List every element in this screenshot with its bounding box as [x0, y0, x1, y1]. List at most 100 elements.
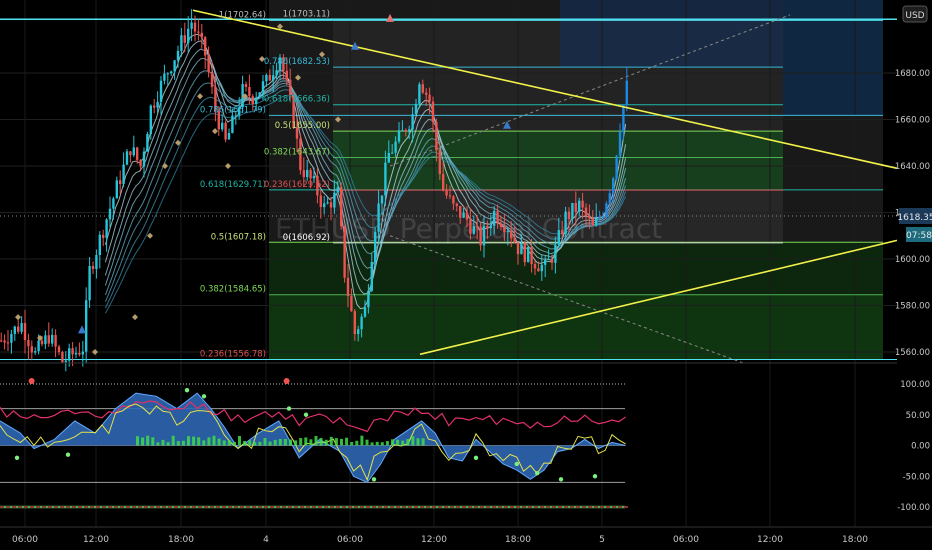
candle-body — [404, 130, 407, 132]
osc-dot — [592, 474, 598, 479]
histogram-bar — [329, 436, 333, 446]
osc-bottom-tick — [186, 506, 190, 508]
candle-body — [523, 243, 526, 263]
sell-arrow-marker — [386, 13, 394, 22]
buy-arrow-marker — [78, 325, 86, 334]
candle-body — [312, 176, 316, 179]
osc-bottom-tick — [516, 506, 520, 508]
candle-body — [462, 212, 465, 218]
candle-body — [527, 246, 530, 263]
candle-body — [54, 334, 57, 347]
histogram-bar — [380, 442, 384, 446]
candle-body — [30, 346, 33, 353]
ema-line — [104, 95, 627, 314]
ema-line — [104, 70, 627, 296]
candle-body — [537, 268, 540, 272]
osc-dot — [65, 452, 71, 457]
candle-body — [561, 230, 564, 235]
candle-body — [547, 259, 550, 261]
candle-body — [431, 101, 435, 123]
price-axis[interactable]: 1680.001660.001640.001620.001600.001580.… — [895, 0, 932, 363]
osc-bottom-tick — [132, 506, 136, 508]
oscillator-axis[interactable]: 100.00 50.00 0.00 -50.00 -100.00 — [897, 380, 930, 513]
osc-bottom-tick — [504, 506, 508, 508]
candle-body — [612, 178, 615, 194]
candle-body — [370, 262, 373, 291]
candle-body — [479, 226, 482, 246]
candle-body — [459, 205, 462, 218]
candle-body — [452, 196, 455, 204]
fib-a-label: 0.236(1556.78) — [200, 349, 266, 359]
candle-body — [20, 322, 23, 332]
oscillator-pane — [0, 362, 897, 509]
candle-body — [506, 231, 509, 233]
candle-body — [197, 31, 200, 33]
time-tick-label: 18:00 — [168, 535, 194, 545]
osc-bottom-tick — [330, 506, 334, 508]
grid-layer — [0, 0, 897, 527]
candle-body — [153, 105, 156, 108]
price-tick-label: 1680.00 — [895, 69, 930, 79]
candle-body — [3, 340, 6, 343]
osc-bottom-tick — [246, 506, 250, 508]
osc-bottom-tick — [456, 506, 460, 508]
histogram-bar — [268, 441, 272, 446]
histogram-bar — [319, 437, 323, 446]
signal-markers — [15, 13, 511, 355]
candle-body — [40, 340, 44, 345]
candle-body — [472, 226, 475, 234]
diamond-marker — [132, 314, 138, 321]
osc-tick-label: -100.00 — [897, 503, 930, 513]
histogram-bar — [176, 441, 180, 446]
candle-body — [333, 192, 336, 208]
histogram-bar — [273, 439, 277, 446]
osc-bottom-tick — [444, 506, 448, 508]
osc-bottom-tick — [198, 506, 202, 508]
candle-body — [445, 189, 448, 196]
histogram-bar — [299, 438, 303, 446]
osc-bottom-tick — [156, 506, 160, 508]
osc-bottom-tick — [612, 506, 616, 508]
osc-bottom-tick — [564, 506, 568, 508]
osc-dot — [201, 394, 207, 399]
candle-body — [578, 200, 581, 212]
histogram-bar — [238, 435, 241, 446]
diamond-marker — [212, 128, 218, 135]
osc-bottom-tick — [24, 506, 28, 508]
candle-body — [265, 74, 268, 82]
osc-bottom-tick — [546, 506, 550, 508]
candles-layer[interactable] — [0, 9, 628, 372]
osc-bottom-tick — [162, 506, 166, 508]
candle-body — [0, 340, 3, 342]
candle-body — [581, 200, 584, 208]
osc-bottom-tick — [426, 506, 430, 508]
candle-body — [544, 259, 547, 265]
osc-bottom-tick — [438, 506, 442, 508]
fib-b-label: 0.5(1655.00) — [275, 121, 330, 131]
candle-body — [411, 114, 414, 130]
candle-body — [533, 264, 537, 269]
osc-bottom-tick — [594, 506, 598, 508]
currency-badge[interactable]: USD — [902, 5, 928, 23]
candle-body — [622, 105, 625, 132]
candle-body — [136, 147, 139, 160]
price-tick-label: 1600.00 — [895, 255, 930, 265]
osc-bottom-tick — [396, 506, 400, 508]
candle-body — [554, 244, 557, 263]
osc-bottom-tick — [18, 506, 22, 508]
osc-bottom-tick — [474, 506, 478, 508]
candle-body — [346, 277, 350, 296]
osc-dot — [535, 470, 540, 476]
trendlines-layer[interactable] — [192, 9, 898, 356]
candle-body — [183, 35, 186, 43]
candle-body — [129, 151, 132, 156]
histogram-bar — [141, 437, 145, 446]
wave-area — [0, 393, 626, 483]
candle-body — [102, 234, 105, 238]
current-price-tag: 1618.35 07:58 — [897, 208, 932, 242]
fib-diagonal — [389, 14, 791, 167]
time-axis[interactable]: 06:00 12:00 18:00 4 06:00 12:00 18:00 5 06:00 12:… — [0, 526, 932, 545]
candle-body — [132, 147, 135, 156]
osc-bottom-tick — [300, 506, 304, 508]
